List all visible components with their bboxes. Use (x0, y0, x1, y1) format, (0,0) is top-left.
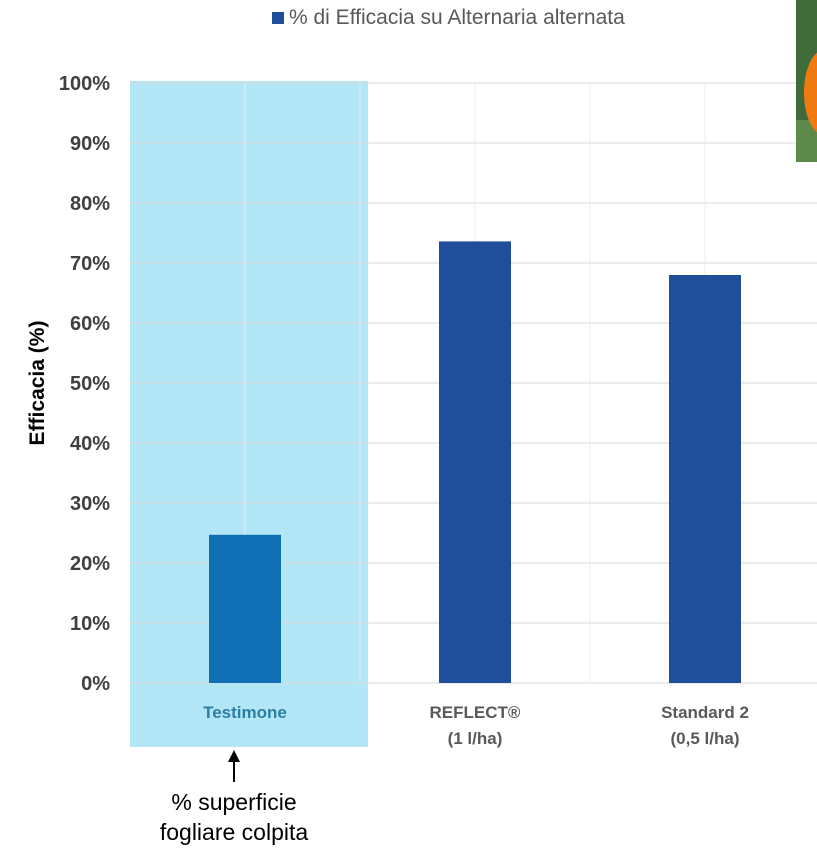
y-tick-label: 20% (70, 553, 110, 575)
y-tick-label: 70% (70, 253, 110, 275)
y-tick-label: 10% (70, 613, 110, 635)
annotation-line-1: % superficie (171, 789, 297, 815)
y-tick-label: 100% (59, 73, 110, 95)
y-tick-label: 60% (70, 313, 110, 335)
x-category-label: Testimone (203, 703, 287, 722)
x-category-label: Standard 2 (661, 703, 749, 722)
y-axis-title: Efficacia (%) (26, 320, 49, 446)
bar (209, 534, 281, 683)
bar (439, 241, 511, 683)
legend-label: % di Efficacia su Alternaria alternata (289, 6, 625, 29)
y-tick-label: 30% (70, 493, 110, 515)
y-tick-label: 90% (70, 133, 110, 155)
bar (669, 275, 741, 683)
photo-leaf (796, 120, 817, 162)
y-tick-label: 0% (81, 673, 110, 695)
annotation-arrow-head (228, 750, 240, 762)
y-tick-label: 80% (70, 193, 110, 215)
x-category-label: (1 l/ha) (448, 729, 503, 748)
orange-fruit-photo (796, 0, 817, 162)
y-tick-label: 50% (70, 373, 110, 395)
x-category-label: (0,5 l/ha) (671, 729, 740, 748)
photo-orange (804, 50, 817, 135)
y-tick-label: 40% (70, 433, 110, 455)
x-category-label: REFLECT® (430, 703, 521, 722)
annotation-text: % superficie fogliare colpita (160, 787, 308, 847)
legend-swatch (272, 12, 284, 24)
annotation-line-2: fogliare colpita (159, 819, 309, 845)
legend: % di Efficacia su Alternaria alternata (272, 6, 625, 30)
